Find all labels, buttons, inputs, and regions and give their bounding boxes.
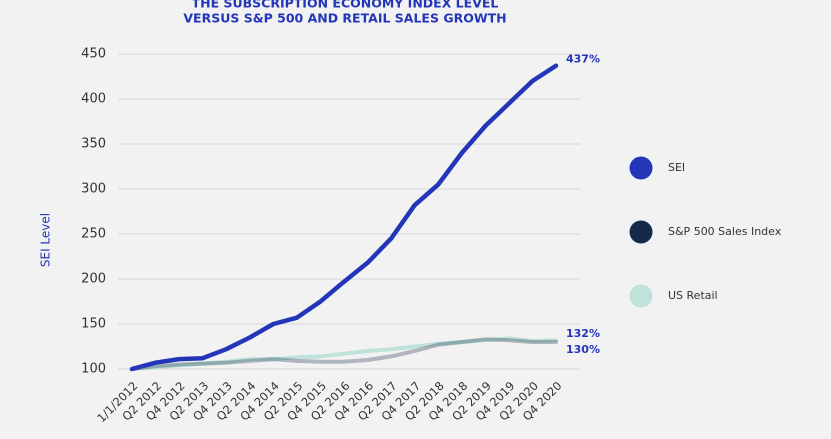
legend-marker <box>629 156 653 180</box>
chart-title: THE SUBSCRIPTION ECONOMY INDEX LEVEL <box>192 0 499 11</box>
y-tick-label: 250 <box>81 227 106 242</box>
y-tick-label: 100 <box>81 362 106 377</box>
legend-label: S&P 500 Sales Index <box>668 225 782 238</box>
series-line <box>129 63 559 372</box>
chart-title: VERSUS S&P 500 AND RETAIL SALES GROWTH <box>183 11 506 26</box>
y-tick-label: 350 <box>81 137 106 152</box>
series-line <box>130 336 558 371</box>
legend-label: US Retail <box>668 289 718 302</box>
y-tick-label: 450 <box>81 47 106 62</box>
legend-label: SEI <box>668 161 685 174</box>
series-line <box>130 337 558 371</box>
y-tick-label: 200 <box>81 272 106 287</box>
legend-marker <box>629 284 653 308</box>
y-axis-label: SEI Level <box>39 213 53 267</box>
data-label: 132% <box>566 327 600 340</box>
y-tick-label: 300 <box>81 182 106 197</box>
data-label: 130% <box>566 343 600 356</box>
y-tick-label: 400 <box>81 92 106 107</box>
data-label: 437% <box>566 53 600 66</box>
legend-marker <box>629 220 653 244</box>
y-tick-label: 150 <box>81 317 106 332</box>
